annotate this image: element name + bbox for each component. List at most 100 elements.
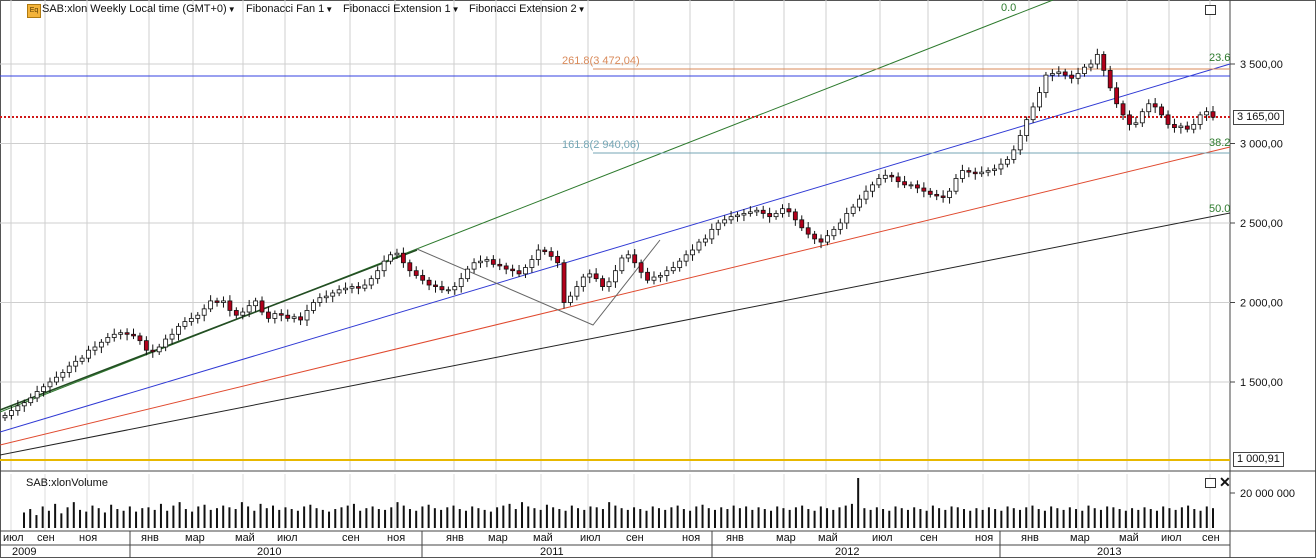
candle-body xyxy=(870,184,875,192)
maximize-icon[interactable] xyxy=(1205,5,1216,15)
volume-bar xyxy=(1068,507,1071,528)
volume-bar xyxy=(676,505,679,528)
month-tick-label: мар xyxy=(185,532,205,544)
chevron-down-icon[interactable]: ▼ xyxy=(577,5,586,14)
candle-body xyxy=(1062,71,1068,76)
volume-bar xyxy=(178,502,181,528)
candle-body xyxy=(131,333,136,337)
volume-bar xyxy=(545,504,548,528)
volume-bar xyxy=(377,509,380,528)
candle-body xyxy=(921,187,927,192)
volume-bar xyxy=(141,508,144,528)
volume-bar xyxy=(807,509,810,528)
volume-bar xyxy=(153,509,156,528)
volume-bar xyxy=(352,503,355,528)
candle-body xyxy=(54,376,59,383)
volume-bar xyxy=(919,509,922,528)
candle-body xyxy=(979,171,985,175)
candle-body xyxy=(330,292,336,297)
volume-bar xyxy=(91,505,94,528)
close-icon[interactable]: ✕ xyxy=(1219,474,1231,490)
volume-bar xyxy=(788,509,791,528)
volume-bar xyxy=(539,509,542,528)
candle-body xyxy=(947,190,952,198)
candle-body xyxy=(1204,111,1209,116)
volume-bar xyxy=(489,511,492,528)
volume-bar xyxy=(290,509,293,528)
year-tick-label: 2009 xyxy=(12,546,36,558)
candle-body xyxy=(1152,103,1158,108)
volume-bar xyxy=(583,509,586,528)
candle-body xyxy=(600,278,605,287)
volume-bar xyxy=(738,508,741,528)
volume-bar xyxy=(595,507,598,528)
candle-body xyxy=(266,311,271,319)
candle-body xyxy=(336,289,342,294)
candle-body xyxy=(966,170,972,173)
volume-bar xyxy=(346,505,349,528)
candle-body xyxy=(632,254,638,264)
candle-body xyxy=(915,184,920,189)
volume-bar xyxy=(838,507,841,528)
volume-bar xyxy=(570,505,573,528)
volume-bar xyxy=(950,506,953,528)
year-tick-label: 2010 xyxy=(257,546,281,558)
volume-bar xyxy=(794,507,797,528)
volume-bar xyxy=(651,506,654,528)
candle-body xyxy=(471,262,477,270)
candle-body xyxy=(465,268,471,280)
month-tick-label: ноя xyxy=(682,532,700,544)
maximize-volume-icon[interactable] xyxy=(1205,478,1216,488)
chevron-down-icon[interactable]: ▼ xyxy=(227,5,236,14)
candle-body xyxy=(754,209,760,213)
candle-body xyxy=(516,270,522,275)
candle-body xyxy=(895,176,901,183)
candle-body xyxy=(1004,158,1010,165)
year-tick-label: 2013 xyxy=(1097,546,1121,558)
volume-bar xyxy=(278,509,281,528)
volume-bar xyxy=(191,511,194,528)
fib-ext1-menu[interactable]: Fibonacci Extension 1▼ xyxy=(343,3,460,19)
candle-body xyxy=(259,300,265,313)
fib-ext2-menu[interactable]: Fibonacci Extension 2▼ xyxy=(469,3,586,19)
candle-body xyxy=(1082,66,1087,74)
candle-body xyxy=(253,300,258,307)
candle-body xyxy=(510,268,516,272)
y-tick-label: 3 500,00 xyxy=(1240,59,1283,71)
symbol-title[interactable]: SAB:xlon Weekly Local time (GMT+0)▼ xyxy=(42,3,236,19)
volume-bar xyxy=(931,505,934,528)
volume-bar xyxy=(1174,509,1177,528)
volume-bar xyxy=(981,509,984,528)
month-tick-label: май xyxy=(533,532,553,544)
volume-bar xyxy=(552,507,555,528)
volume-bar xyxy=(1137,509,1140,528)
candle-body xyxy=(246,305,252,313)
candle-body xyxy=(728,216,734,221)
volume-bar xyxy=(657,508,660,528)
month-tick-label: ноя xyxy=(975,532,993,544)
volume-bar xyxy=(770,510,773,528)
fib-fan-menu[interactable]: Fibonacci Fan 1▼ xyxy=(246,3,333,19)
volume-bar xyxy=(1000,510,1003,528)
candle-body xyxy=(587,273,593,278)
candle-body xyxy=(1197,114,1203,125)
volume-bar xyxy=(1019,509,1022,528)
volume-bar xyxy=(888,510,891,528)
app-logo-icon: Eq xyxy=(27,4,41,18)
candle-body xyxy=(272,313,278,319)
chevron-down-icon[interactable]: ▼ xyxy=(325,5,334,14)
candle-body xyxy=(863,190,869,200)
chevron-down-icon[interactable]: ▼ xyxy=(451,5,460,14)
volume-bar xyxy=(1180,507,1183,528)
candle-body xyxy=(985,170,991,173)
candle-body xyxy=(908,184,914,187)
fib-fan-382-label: 38.2 xyxy=(1209,137,1230,149)
fib-fan-236-label: 23.6 xyxy=(1209,52,1230,64)
fib-fan-label: Fibonacci Fan 1 xyxy=(246,3,325,15)
y-tick-label: 1 500,00 xyxy=(1240,377,1283,389)
candle-body xyxy=(1210,111,1216,118)
month-tick-label: сен xyxy=(1202,532,1220,544)
candle-body xyxy=(1107,69,1113,89)
candle-body xyxy=(34,391,40,399)
